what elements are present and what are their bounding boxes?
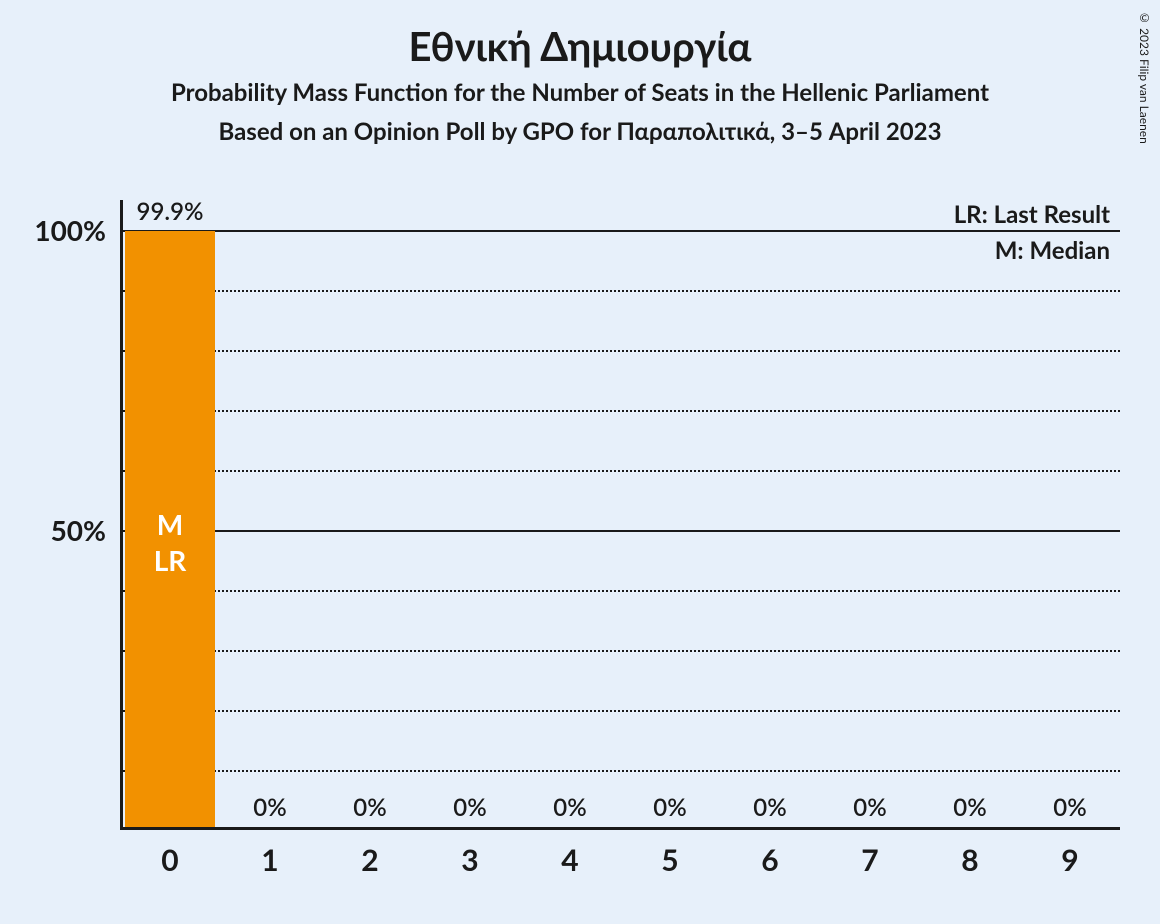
chart-subtitle-2: Based on an Opinion Poll by GPO for Παρα… (0, 117, 1160, 146)
x-tick-label: 7 (861, 842, 878, 878)
x-tick-label: 4 (561, 842, 578, 878)
x-tick-label: 2 (361, 842, 378, 878)
x-tick-label: 9 (1061, 842, 1078, 878)
bar-value-label: 0% (353, 793, 386, 822)
bar-value-label: 0% (553, 793, 586, 822)
y-gridline-major (123, 530, 1120, 532)
chart-title: Εθνική Δημιουργία (0, 22, 1160, 70)
x-axis (120, 827, 1120, 830)
bar-value-label: 0% (853, 793, 886, 822)
x-tick-label: 3 (461, 842, 478, 878)
y-gridline-minor (123, 770, 1120, 772)
bar-value-label: 99.9% (137, 197, 204, 226)
bar-value-label: 0% (453, 793, 486, 822)
pmf-bar-chart: 50%100%MLR99.9%00%10%20%30%40%50%60%70%8… (120, 200, 1120, 830)
y-gridline-minor (123, 650, 1120, 652)
y-gridline-minor (123, 350, 1120, 352)
y-tick-label: 100% (34, 213, 106, 247)
title-block: Εθνική Δημιουργία Probability Mass Funct… (0, 0, 1160, 146)
last-result-marker: LR (125, 543, 215, 577)
plot-area: 50%100%MLR99.9%00%10%20%30%40%50%60%70%8… (120, 200, 1120, 830)
legend-last-result: LR: Last Result (954, 200, 1110, 229)
y-gridline-minor (123, 470, 1120, 472)
bar-value-label: 0% (753, 793, 786, 822)
y-tick-label: 50% (51, 513, 106, 547)
x-tick-label: 0 (161, 842, 178, 878)
bar: MLR (125, 231, 215, 827)
copyright-text: © 2023 Filip van Laenen (1137, 10, 1152, 144)
bar-value-label: 0% (1053, 793, 1086, 822)
legend-median: M: Median (995, 236, 1110, 265)
y-gridline-minor (123, 410, 1120, 412)
median-marker: M (125, 507, 215, 541)
bar-value-label: 0% (253, 793, 286, 822)
chart-subtitle-1: Probability Mass Function for the Number… (0, 78, 1160, 107)
x-tick-label: 1 (261, 842, 278, 878)
bar-value-label: 0% (653, 793, 686, 822)
x-tick-label: 5 (661, 842, 678, 878)
x-tick-label: 6 (761, 842, 778, 878)
y-axis (120, 200, 123, 830)
bar-value-label: 0% (953, 793, 986, 822)
y-gridline-major (123, 230, 1120, 232)
y-gridline-minor (123, 710, 1120, 712)
x-tick-label: 8 (961, 842, 978, 878)
y-gridline-minor (123, 590, 1120, 592)
y-gridline-minor (123, 290, 1120, 292)
